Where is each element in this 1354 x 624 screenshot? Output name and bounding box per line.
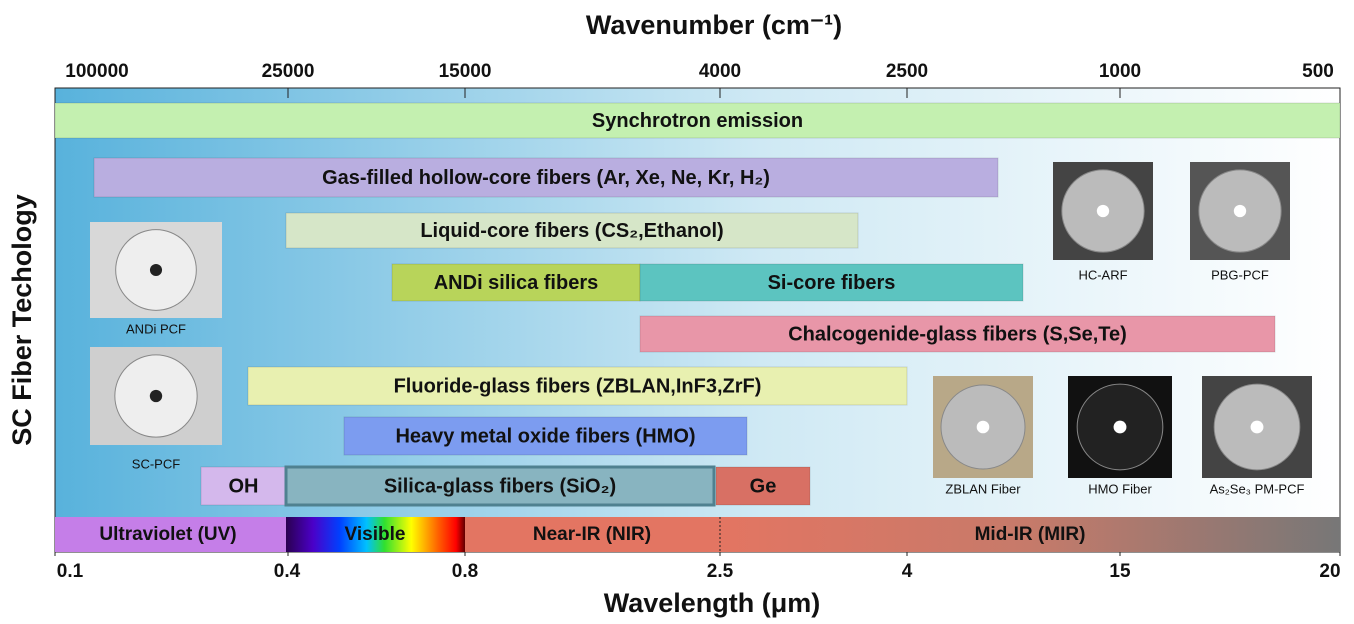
fiber-bar xyxy=(639,315,1276,353)
image-caption: PBG-PCF xyxy=(1211,267,1269,282)
bottom-tick-label: 0.8 xyxy=(452,561,478,582)
mir-band xyxy=(720,517,1340,552)
image-caption: ANDi PCF xyxy=(126,321,186,336)
fiber-bar xyxy=(391,263,641,302)
fiber-core xyxy=(1250,420,1264,434)
image-caption: ZBLAN Fiber xyxy=(945,481,1021,496)
bottom-tick-label: 4 xyxy=(902,561,913,582)
side-label: SC Fiber Techology xyxy=(7,194,37,446)
fiber-label: ANDi silica fibers xyxy=(434,272,599,294)
fiber-label: Fluoride-glass fibers (ZBLAN,InF3,ZrF) xyxy=(394,375,762,397)
bars: Synchrotron emission Gas-filled hollow-co… xyxy=(54,102,1341,507)
fiber-label: Gas-filled hollow-core fibers (Ar, Xe, N… xyxy=(322,167,770,189)
fiber-core xyxy=(1096,204,1110,218)
top-tick-label: 4000 xyxy=(699,61,741,82)
bottom-axis-title: Wavelength (μm) xyxy=(604,588,821,618)
spectrum: Ultraviolet (UV) Visible Near-IR (NIR) M… xyxy=(55,517,1340,552)
fiber-core xyxy=(1113,420,1127,434)
fiber-label: Ge xyxy=(750,475,777,497)
fiber-label: Synchrotron emission xyxy=(592,110,803,132)
image-caption: HMO Fiber xyxy=(1088,481,1152,496)
band-label: Ultraviolet (UV) xyxy=(99,524,236,545)
top-tick-label: 500 xyxy=(1302,61,1334,82)
band-label: Near-IR (NIR) xyxy=(533,524,651,545)
bottom-tick-label: 0.1 xyxy=(57,561,84,582)
top-tick-label: 15000 xyxy=(439,61,492,82)
fiber-bar xyxy=(247,366,908,406)
fiber-bar xyxy=(284,465,716,507)
fiber-bar xyxy=(343,416,748,456)
bottom-tick-label: 20 xyxy=(1319,561,1340,582)
images: ANDi PCF SC-PCF HC-ARF PBG-PCF ZBLAN Fiber HM… xyxy=(90,162,1312,496)
fiber-bar xyxy=(54,102,1341,139)
bottom-tick-label: 0.4 xyxy=(274,561,301,582)
visible-band xyxy=(286,517,465,552)
fiber-core xyxy=(149,263,163,277)
top-tick-label: 25000 xyxy=(262,61,315,82)
fiber-bar xyxy=(93,157,999,198)
fiber-label: Chalcogenide-glass fibers (S,Se,Te) xyxy=(788,323,1127,345)
bottom-tick-label: 15 xyxy=(1109,561,1131,582)
fiber-bar xyxy=(285,212,859,249)
band-label: Visible xyxy=(345,524,406,545)
image-caption: As₂Se₃ PM-PCF xyxy=(1210,481,1305,496)
fiber-label: Heavy metal oxide fibers (HMO) xyxy=(395,425,695,447)
fiber-core xyxy=(1233,204,1247,218)
fiber-core xyxy=(149,389,163,403)
fiber-core xyxy=(976,420,990,434)
image-caption: HC-ARF xyxy=(1078,267,1127,282)
top-tick-label: 100000 xyxy=(65,61,128,82)
top-axis-title: Wavenumber (cm⁻¹) xyxy=(586,10,842,40)
uv-band xyxy=(55,517,286,552)
fiber-bar xyxy=(639,263,1024,302)
top-tick-label: 2500 xyxy=(886,61,928,82)
band-label: Mid-IR (MIR) xyxy=(975,524,1086,545)
ticks: 100000 25000 15000 4000 2500 1000 500 0.1 0.4 0.8… xyxy=(54,61,1341,582)
fiber-label: Silica-glass fibers (SiO₂) xyxy=(384,475,616,497)
top-tick-label: 1000 xyxy=(1099,61,1141,82)
fiber-label: Liquid-core fibers (CS₂,Ethanol) xyxy=(420,220,723,242)
nir-band xyxy=(465,517,720,552)
image-caption: SC-PCF xyxy=(132,456,180,471)
bottom-tick-label: 2.5 xyxy=(707,561,734,582)
fiber-bar xyxy=(715,466,811,506)
fiber-label: OH xyxy=(229,475,259,497)
fiber-label: Si-core fibers xyxy=(768,272,896,294)
